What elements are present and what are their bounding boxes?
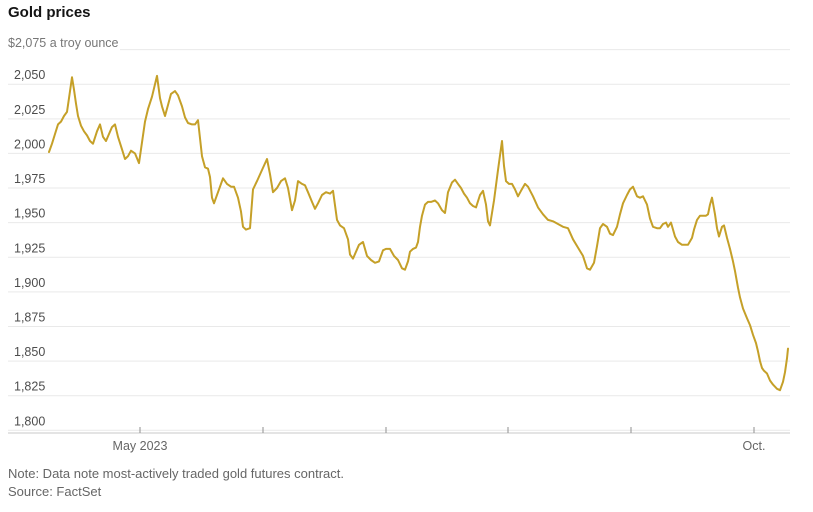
y-tick-label: 1,975 bbox=[14, 172, 45, 186]
y-tick-label: 1,900 bbox=[14, 276, 45, 290]
x-tick-label: May 2023 bbox=[113, 439, 168, 453]
y-tick-label: 2,000 bbox=[14, 137, 45, 151]
y-tick-label: 1,875 bbox=[14, 310, 45, 324]
price-line-series bbox=[48, 74, 789, 392]
y-tick-label: 2,050 bbox=[14, 68, 45, 82]
y-tick-label: 1,850 bbox=[14, 345, 45, 359]
chart-source: Source: FactSet bbox=[8, 484, 102, 499]
x-tick-label: Oct. bbox=[743, 439, 766, 453]
chart-title: Gold prices bbox=[8, 4, 91, 21]
y-tick-label: 1,925 bbox=[14, 241, 45, 255]
y-tick-label: 2,025 bbox=[14, 103, 45, 117]
y-tick-label: 1,825 bbox=[14, 380, 45, 394]
y-tick-label: 1,950 bbox=[14, 207, 45, 221]
gold-price-line-chart: 2,050 2,025 2,000 1,975 1,950 1,925 1,900 1,875… bbox=[8, 49, 790, 453]
chart-note: Note: Data note most-actively traded gol… bbox=[8, 466, 345, 481]
y-tick-label: 1,800 bbox=[14, 414, 45, 428]
y-axis-unit-label: $2,075 a troy ounce bbox=[8, 36, 119, 50]
